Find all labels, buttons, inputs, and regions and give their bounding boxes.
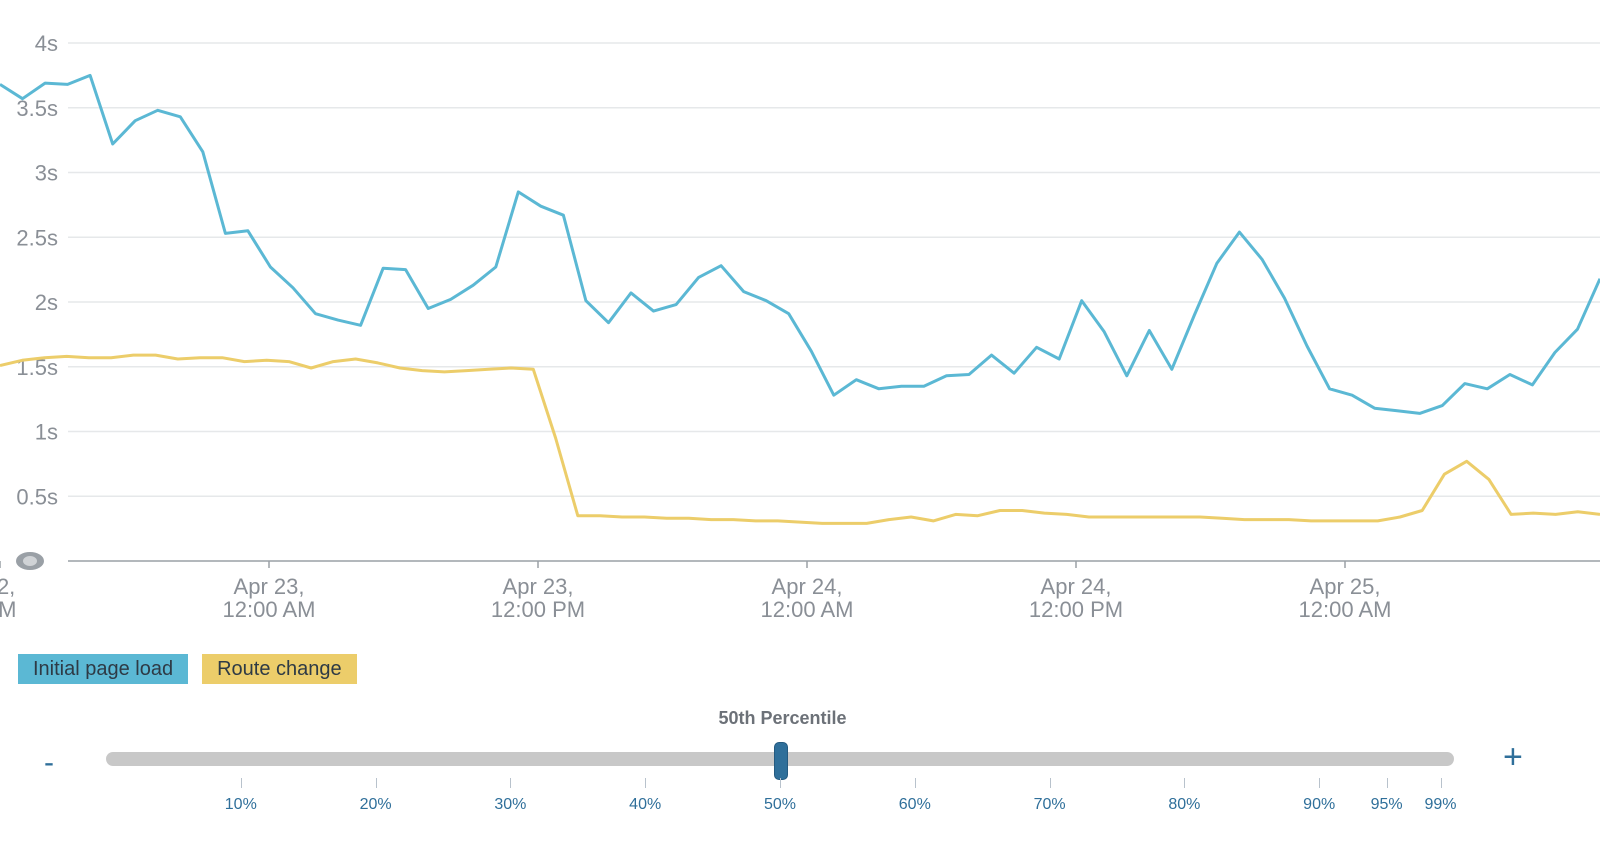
- percentile-tick-mark: [1184, 778, 1186, 788]
- series-lines: [0, 73, 1600, 525]
- x-tick-label: Apr 23,: [234, 574, 305, 599]
- percentile-tick-label[interactable]: 80%: [1168, 796, 1201, 813]
- percentile-tick-label[interactable]: 40%: [629, 796, 662, 813]
- percentile-tick-mark: [375, 778, 377, 788]
- percentile-title: 50th Percentile: [718, 708, 847, 728]
- x-tick-label: Apr 25,: [1310, 574, 1381, 599]
- percentile-tick-label[interactable]: 20%: [359, 796, 392, 813]
- percentile-tick-label[interactable]: 50%: [763, 796, 797, 813]
- legend-item-route-change[interactable]: Route change: [202, 654, 357, 684]
- legend-item-initial-page-load[interactable]: Initial page load: [18, 654, 189, 684]
- percentile-tick-mark: [1319, 778, 1321, 788]
- percentile-tick-label[interactable]: 70%: [1033, 796, 1066, 813]
- x-tick-label: Apr 24,: [772, 574, 843, 599]
- percentile-tick-mark: [240, 778, 242, 788]
- y-tick-label: 1s: [35, 420, 58, 445]
- gridlines: [68, 42, 1600, 497]
- x-tick-label: Apr 24,: [1041, 574, 1112, 599]
- x-tick-label: 12:: [1599, 597, 1600, 622]
- percentile-tick-mark: [780, 778, 781, 788]
- percentile-tick-mark: [1440, 778, 1442, 788]
- y-tick-label: 2s: [35, 290, 58, 315]
- x-tick-label: 22,: [0, 574, 15, 599]
- x-tick-label: 12:00 AM: [223, 597, 316, 622]
- percentile-tick-label[interactable]: 30%: [494, 796, 527, 813]
- series-line-route-change: [0, 353, 1600, 525]
- increase-percentile-button[interactable]: +: [1503, 738, 1523, 776]
- series-line-initial-page-load: [0, 73, 1600, 415]
- y-tick-label: 0.5s: [16, 484, 58, 509]
- percentile-tick-mark: [645, 778, 647, 788]
- percentile-tick-mark: [1386, 778, 1388, 788]
- percentile-tick-mark: [914, 778, 916, 788]
- x-tick-label: 12:00 AM: [1299, 597, 1392, 622]
- reset-zoom-icon[interactable]: [16, 552, 44, 570]
- percentile-tick-label[interactable]: 90%: [1303, 796, 1336, 813]
- percentile-tick-mark: [510, 778, 512, 788]
- x-tick-label: PM: [0, 597, 17, 622]
- x-tick-label: 12:00 PM: [1029, 597, 1123, 622]
- percentile-slider-thumb[interactable]: [774, 742, 788, 780]
- y-tick-label: 3s: [35, 161, 58, 186]
- y-tick-label: 4s: [35, 31, 58, 56]
- percentile-tick-label[interactable]: 10%: [224, 796, 257, 813]
- percentile-tick-mark: [1049, 778, 1051, 788]
- x-tick-label: 12:00 AM: [761, 597, 854, 622]
- x-tick-label: 12:00 PM: [491, 597, 585, 622]
- y-tick-label: 2.5s: [16, 225, 58, 250]
- legend: Initial page load Route change: [18, 654, 357, 684]
- percentile-tick-label[interactable]: 95%: [1370, 796, 1403, 813]
- percentile-tick-label[interactable]: 99%: [1424, 796, 1457, 813]
- x-tick-label: Apr 23,: [503, 574, 574, 599]
- decrease-percentile-button[interactable]: -: [44, 746, 54, 779]
- percentile-tick-label[interactable]: 60%: [898, 796, 931, 813]
